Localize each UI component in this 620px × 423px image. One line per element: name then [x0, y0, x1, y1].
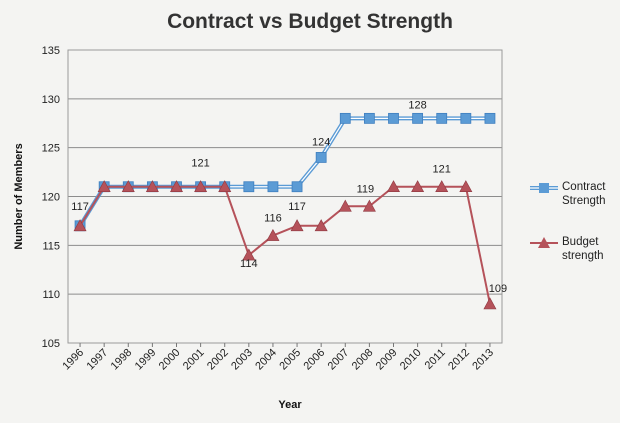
data-point-square: [267, 181, 279, 193]
data-point-square: [460, 112, 472, 124]
x-tick-label: 2004: [253, 347, 279, 373]
data-label: 124: [312, 136, 330, 148]
data-label: 116: [264, 213, 282, 225]
x-tick-label: 2012: [446, 347, 472, 373]
data-point-triangle: [338, 199, 352, 212]
data-point-triangle: [121, 180, 135, 193]
data-label: 121: [433, 164, 451, 176]
data-point-triangle: [169, 180, 184, 193]
legend-item: Contract Strength: [530, 181, 606, 207]
data-label: 119: [357, 183, 375, 195]
legend: Contract Strength Budget strength: [530, 181, 606, 262]
y-axis-label: Number of Members: [13, 143, 25, 249]
data-point-triangle: [266, 228, 280, 241]
x-axis-label: Year: [278, 399, 302, 411]
series-budget-strength: [73, 180, 497, 310]
data-label: 117: [71, 201, 89, 213]
data-point-square: [412, 112, 424, 124]
y-tick-label: 125: [42, 143, 60, 155]
gridlines: [68, 49, 502, 344]
data-point-triangle: [242, 248, 256, 261]
data-point-square: [484, 112, 496, 124]
data-point-square: [243, 181, 255, 193]
data-point-triangle: [145, 180, 159, 193]
data-point-triangle: [73, 219, 87, 232]
y-tick-label: 130: [42, 94, 60, 106]
data-point-triangle: [459, 180, 473, 193]
x-tick-label: 2013: [470, 347, 496, 373]
legend-item: Budget strength: [530, 236, 604, 262]
x-axis-ticks: 1996199719981999200020012002200320042005…: [60, 343, 496, 372]
data-point-triangle: [386, 180, 401, 193]
data-point-square: [363, 112, 375, 124]
data-point-square: [436, 112, 448, 124]
x-tick-label: 2010: [398, 347, 424, 373]
y-tick-label: 135: [42, 45, 60, 57]
series-line: [79, 185, 491, 305]
data-point-triangle: [314, 219, 328, 232]
plot-area: [67, 49, 503, 344]
legend-marker-triangle: [538, 237, 550, 248]
x-tick-label: 2008: [350, 347, 376, 373]
legend-label: Budget strength: [562, 236, 604, 262]
series-line: [78, 116, 490, 227]
data-label: 109: [489, 283, 507, 295]
y-tick-label: 105: [42, 338, 60, 350]
data-point-triangle: [362, 199, 376, 212]
series-line-highlight: [79, 117, 490, 227]
x-tick-label: 1998: [109, 347, 135, 373]
data-label: 114: [240, 258, 258, 270]
y-tick-label: 110: [42, 289, 60, 301]
data-point-triangle: [411, 180, 425, 193]
x-tick-label: 2005: [277, 347, 303, 373]
x-tick-label: 2007: [326, 347, 352, 373]
series-layer: [73, 112, 497, 310]
legend-label: Contract Strength: [562, 181, 606, 207]
x-tick-label: 1999: [133, 347, 159, 373]
data-labels: 117 121 114 116 117 124 119 128 121 109: [71, 99, 507, 295]
legend-marker-square: [539, 183, 549, 193]
x-tick-label: 2003: [229, 347, 255, 373]
x-tick-label: 2006: [301, 347, 327, 373]
x-tick-label: 2001: [181, 347, 207, 373]
data-label: 128: [408, 99, 426, 111]
data-point-square: [291, 181, 303, 193]
x-tick-label: 2009: [374, 347, 400, 373]
data-label: 121: [191, 158, 209, 170]
data-point-square: [388, 112, 399, 124]
y-tick-label: 120: [42, 192, 60, 204]
data-point-triangle: [483, 297, 497, 310]
data-point-triangle: [194, 180, 208, 193]
data-point-triangle: [97, 180, 111, 193]
data-point-triangle: [435, 180, 449, 193]
data-label: 117: [288, 201, 306, 213]
chart-title: Contract vs Budget Strength: [167, 10, 453, 33]
x-tick-label: 2002: [205, 347, 231, 373]
x-tick-label: 1996: [60, 347, 86, 373]
data-point-square: [339, 112, 351, 124]
data-point-triangle: [218, 180, 232, 193]
x-tick-label: 2011: [423, 347, 448, 372]
data-point-triangle: [290, 219, 304, 232]
x-tick-label: 1997: [84, 347, 110, 373]
data-point-square: [315, 152, 327, 163]
x-tick-label: 2000: [157, 347, 183, 373]
y-axis-ticks: 105 110 115 120 125 130 135: [42, 45, 60, 350]
y-tick-label: 115: [42, 240, 60, 252]
